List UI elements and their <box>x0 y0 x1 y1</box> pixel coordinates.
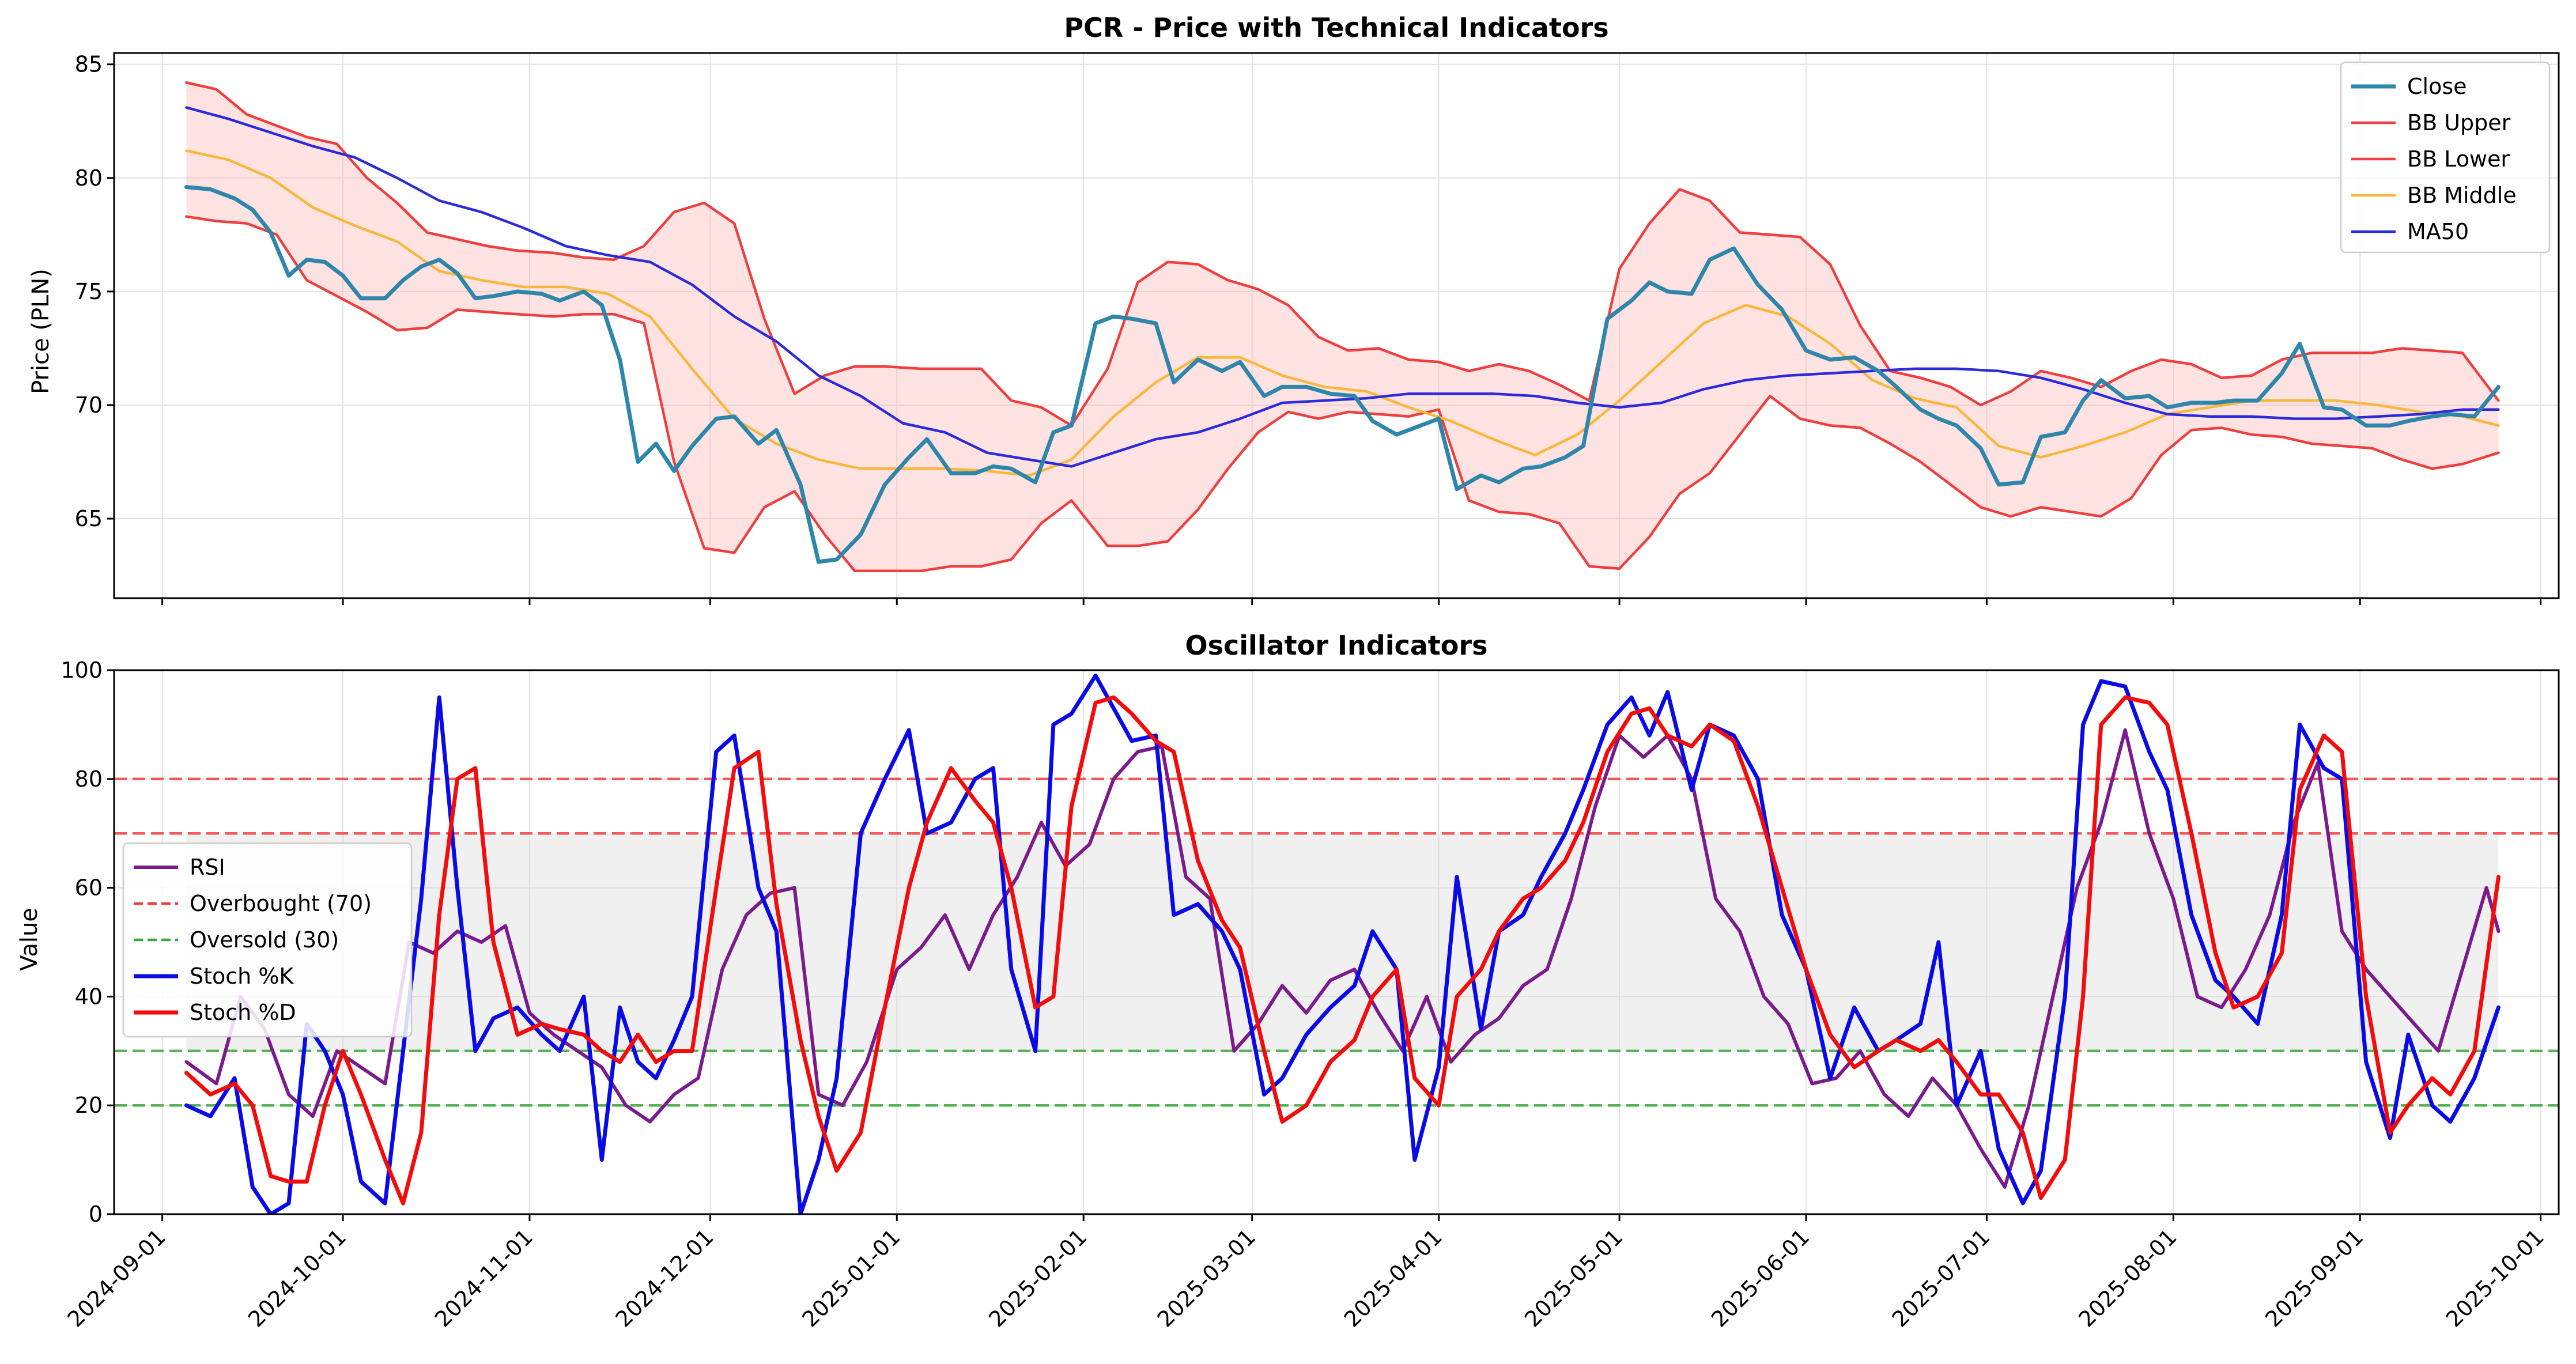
series-line-bb-lower <box>185 215 2500 572</box>
plot-area <box>184 81 2501 572</box>
series-line-close <box>184 185 2501 564</box>
legend-label: Close <box>2407 74 2467 99</box>
y-tick-label: 20 <box>75 1093 103 1118</box>
oscillator-legend-box <box>122 842 413 1038</box>
series-line-ma50 <box>185 106 2500 468</box>
legend-label: Stoch %D <box>190 1000 296 1025</box>
bollinger-band-fill <box>186 82 2499 571</box>
legend-label: Oversold (30) <box>190 927 339 953</box>
y-tick-label: 0 <box>89 1201 103 1227</box>
y-tick-label: 40 <box>75 984 103 1009</box>
series-line-rsi <box>184 728 2501 1189</box>
oscillator-y-axis-label: Value <box>16 908 43 971</box>
y-tick-label: 75 <box>75 279 103 304</box>
y-tick-label: 85 <box>75 52 103 77</box>
price-legend-box <box>2340 61 2551 254</box>
plot-frame <box>113 52 2560 599</box>
legend-label: BB Upper <box>2407 110 2511 135</box>
legend-label: BB Middle <box>2407 183 2517 208</box>
y-tick-label: 70 <box>75 392 103 418</box>
legend-label: BB Lower <box>2407 146 2510 172</box>
series-line-bb-middle <box>185 149 2500 477</box>
y-tick-label: 60 <box>75 875 103 901</box>
y-tick-label: 80 <box>75 165 103 191</box>
price-panel: PCR - Price with Technical Indicators Pr… <box>28 12 2560 605</box>
legend-label: MA50 <box>2407 219 2469 244</box>
y-tick-label: 80 <box>75 766 103 792</box>
plot-area <box>114 673 2559 1214</box>
price-y-axis-label: Price (PLN) <box>28 269 54 394</box>
price-chart-title: PCR - Price with Technical Indicators <box>1064 12 1608 43</box>
series-line-stoch-d <box>184 695 2501 1206</box>
legend-label: Stoch %K <box>190 964 294 989</box>
neutral-zone-band <box>186 833 2499 1051</box>
series-line-bb-upper <box>185 81 2500 427</box>
y-tick-label: 65 <box>75 506 103 531</box>
oscillator-chart-title: Oscillator Indicators <box>1185 630 1488 661</box>
plot-frame <box>113 669 2560 1215</box>
legend-label: Overbought (70) <box>190 891 372 916</box>
legend-label: RSI <box>190 855 225 880</box>
y-tick-label: 100 <box>61 658 103 683</box>
series-line-stoch-k <box>184 673 2501 1214</box>
